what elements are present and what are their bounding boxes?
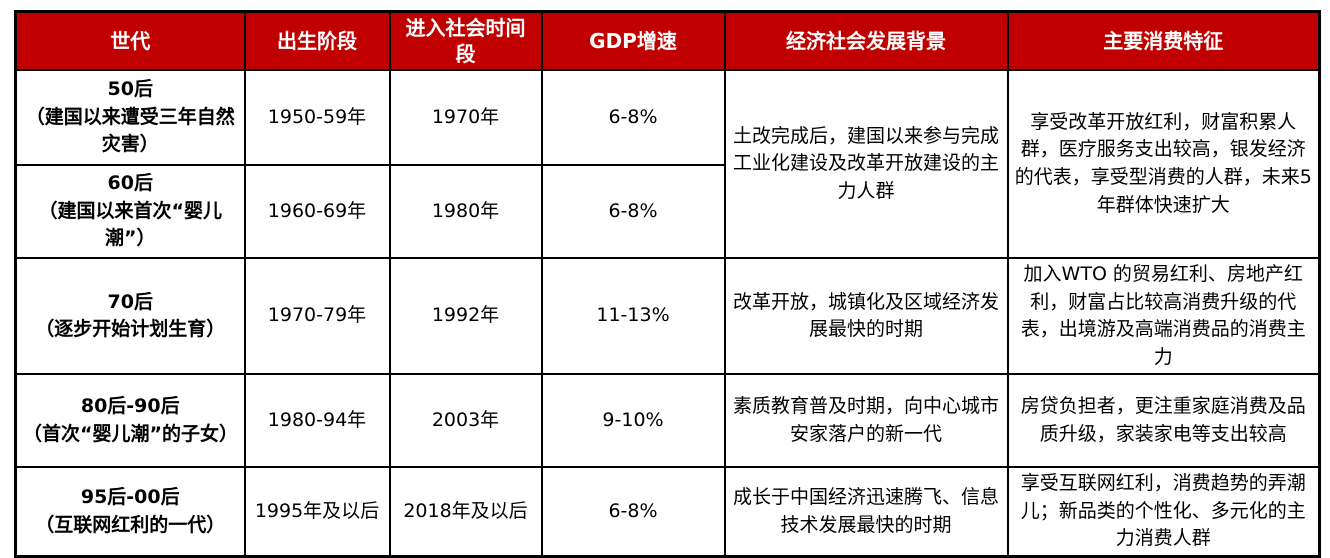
society-entry-cell: 1992年: [388, 256, 543, 376]
consumption-traits-cell: 房贷负担者，更注重家庭消费及品质升级，家装家电等支出较高: [1006, 373, 1321, 469]
economic-background-cell: 改革开放，城镇化及区域经济发展最快的时期: [723, 256, 1009, 376]
header-economic-background: 经济社会发展背景: [723, 10, 1009, 71]
gdp-growth-cell: 6-8%: [540, 164, 726, 259]
consumption-traits-cell: 加入WTO 的贸易红利、房地产红利，财富占比较高消费升级的代表，出境游及高端消费…: [1006, 256, 1321, 376]
society-entry-cell: 1980年: [388, 164, 543, 259]
birth-period-cell: 1960-69年: [243, 164, 391, 259]
header-generation: 世代: [14, 10, 246, 71]
generation-cell: 50后 （建国以来遭受三年自然灾害）: [14, 69, 246, 166]
gdp-growth-cell: 9-10%: [540, 373, 726, 469]
generation-cell: 80后-90后 （首次“婴儿潮”的子女）: [14, 373, 246, 469]
generation-cell: 70后 （逐步开始计划生育）: [14, 256, 246, 376]
header-row: 世代 出生阶段 进入社会时间段 GDP增速 经济社会发展背景 主要消费特征: [14, 10, 1321, 71]
header-society-entry: 进入社会时间段: [388, 10, 543, 71]
table-row: 70后 （逐步开始计划生育） 1970-79年 1992年 11-13% 改革开…: [14, 256, 1321, 376]
table-row: 80后-90后 （首次“婴儿潮”的子女） 1980-94年 2003年 9-10…: [14, 373, 1321, 469]
economic-background-cell: 成长于中国经济迅速腾飞、信息技术发展最快的时期: [723, 466, 1009, 558]
gdp-growth-cell: 6-8%: [540, 466, 726, 558]
header-birth-period: 出生阶段: [243, 10, 391, 71]
birth-period-cell: 1950-59年: [243, 69, 391, 166]
generation-cell: 95后-00后 （互联网红利的一代）: [14, 466, 246, 558]
gdp-growth-cell: 11-13%: [540, 256, 726, 376]
society-entry-cell: 1970年: [388, 69, 543, 166]
generations-table: 世代 出生阶段 进入社会时间段 GDP增速 经济社会发展背景 主要消费特征 50…: [14, 10, 1321, 558]
birth-period-cell: 1970-79年: [243, 256, 391, 376]
birth-period-cell: 1995年及以后: [243, 466, 391, 558]
society-entry-cell: 2003年: [388, 373, 543, 469]
consumption-traits-cell: 享受改革开放红利，财富积累人群，医疗服务支出较高，银发经济的代表，享受型消费的人…: [1006, 69, 1321, 259]
economic-background-cell: 素质教育普及时期，向中心城市安家落户的新一代: [723, 373, 1009, 469]
consumption-traits-cell: 享受互联网红利，消费趋势的弄潮儿；新品类的个性化、多元化的主力消费人群: [1006, 466, 1321, 558]
society-entry-cell: 2018年及以后: [388, 466, 543, 558]
gdp-growth-cell: 6-8%: [540, 69, 726, 166]
table-row: 95后-00后 （互联网红利的一代） 1995年及以后 2018年及以后 6-8…: [14, 466, 1321, 558]
table-row: 50后 （建国以来遭受三年自然灾害） 1950-59年 1970年 6-8% 土…: [14, 69, 1321, 259]
header-consumption-traits: 主要消费特征: [1006, 10, 1321, 71]
generation-cell: 60后 （建国以来首次“婴儿潮”）: [14, 164, 246, 259]
header-gdp-growth: GDP增速: [540, 10, 726, 71]
table-row: 60后 （建国以来首次“婴儿潮”） 1960-69年 1980年 6-8%: [14, 164, 1320, 259]
birth-period-cell: 1980-94年: [243, 373, 391, 469]
economic-background-cell: 土改完成后，建国以来参与完成工业化建设及改革开放建设的主力人群: [723, 69, 1009, 259]
